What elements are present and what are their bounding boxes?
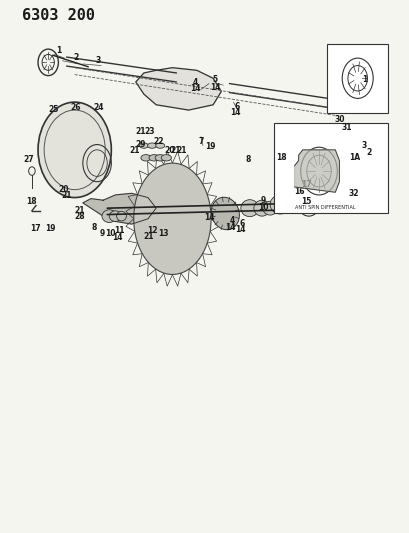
Text: 10: 10 (257, 203, 268, 212)
Ellipse shape (133, 163, 211, 274)
Text: 29: 29 (135, 140, 146, 149)
Text: 1: 1 (56, 46, 62, 55)
Ellipse shape (270, 195, 290, 214)
Text: 14: 14 (225, 223, 235, 232)
Text: 14: 14 (190, 84, 200, 93)
Text: 11: 11 (114, 227, 124, 236)
Text: 21: 21 (74, 206, 85, 215)
Ellipse shape (281, 196, 299, 213)
Text: 14: 14 (210, 83, 220, 92)
Text: 2: 2 (73, 53, 79, 62)
Text: 15: 15 (300, 197, 310, 206)
Ellipse shape (116, 212, 126, 221)
Text: ANTI SPIN DIFFERENTIAL: ANTI SPIN DIFFERENTIAL (294, 205, 354, 210)
Ellipse shape (109, 211, 121, 221)
Text: 3: 3 (361, 141, 366, 150)
Text: 5: 5 (212, 75, 217, 84)
Text: 8: 8 (91, 223, 96, 232)
Ellipse shape (161, 155, 171, 161)
Ellipse shape (240, 200, 258, 216)
Text: 12: 12 (147, 226, 158, 235)
Ellipse shape (102, 210, 116, 222)
Text: 21: 21 (176, 147, 187, 156)
Text: 4: 4 (193, 78, 198, 87)
Text: 22: 22 (153, 138, 164, 147)
Text: 25: 25 (48, 104, 58, 114)
Text: 18: 18 (276, 154, 286, 163)
Ellipse shape (139, 143, 148, 148)
Text: 30: 30 (334, 115, 345, 124)
Ellipse shape (211, 197, 239, 230)
Text: 28: 28 (74, 212, 85, 221)
Polygon shape (83, 193, 156, 224)
Text: 10: 10 (105, 229, 115, 238)
Text: 3: 3 (95, 56, 101, 65)
Text: 7: 7 (198, 137, 203, 146)
Text: 17: 17 (30, 224, 40, 233)
Text: 26: 26 (70, 103, 81, 112)
Text: 14: 14 (112, 233, 122, 243)
Ellipse shape (253, 200, 270, 216)
Text: 13: 13 (158, 229, 168, 238)
Text: 21: 21 (143, 232, 154, 241)
Text: 18: 18 (26, 197, 36, 206)
Ellipse shape (141, 155, 151, 161)
Text: 21: 21 (170, 147, 180, 156)
Text: 31: 31 (341, 123, 351, 132)
Text: 14: 14 (235, 225, 245, 235)
Text: 21: 21 (135, 127, 146, 136)
Text: 16: 16 (294, 187, 304, 196)
Text: 6: 6 (234, 102, 239, 111)
Text: 1: 1 (362, 75, 367, 84)
Polygon shape (38, 102, 111, 198)
Text: 20: 20 (164, 147, 174, 156)
Text: 19: 19 (45, 224, 55, 233)
Text: 6303 200: 6303 200 (22, 8, 94, 23)
Text: 20: 20 (58, 185, 69, 194)
Polygon shape (135, 68, 221, 110)
Text: 2: 2 (366, 148, 371, 157)
Text: 21: 21 (129, 147, 140, 156)
Bar (326, 44, 387, 113)
Text: 6: 6 (239, 219, 245, 228)
Text: 17: 17 (300, 180, 310, 189)
Text: 9: 9 (260, 196, 265, 205)
Text: 9: 9 (99, 229, 104, 238)
Text: 32: 32 (348, 189, 358, 198)
Text: 21: 21 (61, 191, 72, 200)
Ellipse shape (155, 143, 164, 148)
Polygon shape (294, 150, 339, 192)
Text: 1A: 1A (348, 154, 360, 163)
Text: 8: 8 (245, 155, 251, 164)
Text: 24: 24 (93, 103, 103, 112)
Text: 23: 23 (144, 127, 154, 136)
Text: 14: 14 (229, 108, 240, 117)
Text: 4: 4 (229, 216, 234, 225)
Text: 14: 14 (204, 213, 215, 222)
Ellipse shape (262, 201, 277, 215)
Text: 27: 27 (23, 155, 34, 164)
Text: 19: 19 (204, 142, 215, 151)
Ellipse shape (155, 155, 165, 161)
Bar (274, 123, 387, 214)
Ellipse shape (148, 155, 159, 161)
Ellipse shape (147, 143, 156, 148)
